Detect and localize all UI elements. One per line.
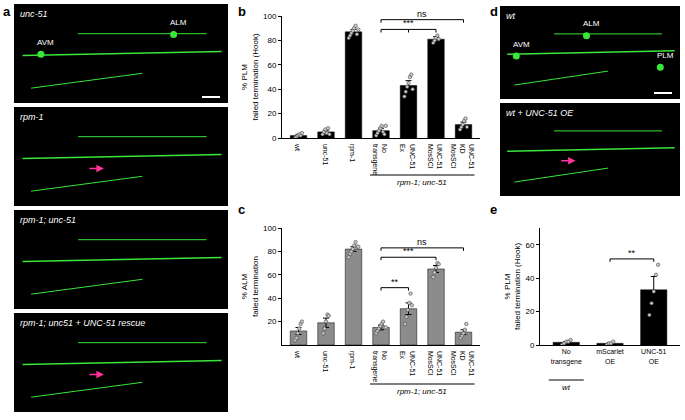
svg-text:***: *** xyxy=(403,18,414,28)
svg-text:ns: ns xyxy=(417,237,427,247)
svg-text:Notransgene: Notransgene xyxy=(371,351,388,382)
svg-text:UNC-51KDMosSCI: UNC-51KDMosSCI xyxy=(450,351,475,376)
svg-text:UNC-51Ex: UNC-51Ex xyxy=(399,144,415,169)
svg-text:ALM: ALM xyxy=(170,18,187,27)
svg-text:Notransgene: Notransgene xyxy=(371,144,388,175)
svg-text:UNC-51OE: UNC-51OE xyxy=(641,348,666,364)
svg-text:rpm-1; unc51 + UNC-51 rescue: rpm-1; unc51 + UNC-51 rescue xyxy=(20,318,145,328)
svg-text:rpm-1; unc-51: rpm-1; unc-51 xyxy=(397,387,447,396)
svg-text:UNC-51MosSCI: UNC-51MosSCI xyxy=(427,144,443,169)
svg-text:Notransgene: Notransgene xyxy=(551,348,582,365)
svg-text:wt: wt xyxy=(294,143,301,151)
svg-text:60: 60 xyxy=(267,271,276,280)
svg-text:PLM: PLM xyxy=(657,51,674,60)
svg-text:AVM: AVM xyxy=(37,38,54,47)
svg-text:***: *** xyxy=(403,246,414,256)
svg-text:% PLMfailed termination (Hook): % PLMfailed termination (Hook) xyxy=(240,33,259,120)
svg-text:20: 20 xyxy=(267,109,276,118)
svg-text:60: 60 xyxy=(525,241,534,250)
svg-text:0: 0 xyxy=(272,134,277,143)
svg-text:wt: wt xyxy=(294,350,301,358)
svg-text:wt + UNC-51 OE: wt + UNC-51 OE xyxy=(506,108,574,118)
svg-text:UNC-51MosSCI: UNC-51MosSCI xyxy=(427,351,443,376)
svg-text:100: 100 xyxy=(263,12,277,21)
svg-text:rpm-1; unc-51: rpm-1; unc-51 xyxy=(20,215,76,225)
svg-text:rpm-1: rpm-1 xyxy=(348,351,356,369)
svg-text:40: 40 xyxy=(267,294,276,303)
svg-text:a: a xyxy=(3,4,11,19)
svg-text:c: c xyxy=(238,202,245,217)
svg-text:d: d xyxy=(490,4,498,19)
svg-text:unc-51: unc-51 xyxy=(322,144,329,166)
svg-text:80: 80 xyxy=(267,36,276,45)
svg-text:100: 100 xyxy=(263,224,277,233)
svg-text:**: ** xyxy=(391,277,399,287)
svg-text:80: 80 xyxy=(267,247,276,256)
svg-text:20: 20 xyxy=(267,317,276,326)
svg-text:0: 0 xyxy=(530,341,535,350)
svg-text:wt: wt xyxy=(506,11,515,21)
svg-text:rpm-1: rpm-1 xyxy=(20,112,44,122)
svg-text:% PLMfailed termination (Hook): % PLMfailed termination (Hook) xyxy=(503,243,522,330)
svg-text:UNC-51KDMosSCI: UNC-51KDMosSCI xyxy=(450,144,475,169)
svg-text:% ALMfailed termination: % ALMfailed termination xyxy=(240,256,259,317)
svg-text:ALM: ALM xyxy=(583,19,600,28)
svg-text:20: 20 xyxy=(525,307,534,316)
svg-text:40: 40 xyxy=(267,85,276,94)
svg-text:unc-51: unc-51 xyxy=(20,9,48,19)
svg-text:mScarletOE: mScarletOE xyxy=(596,348,624,364)
svg-text:rpm-1; unc-51: rpm-1; unc-51 xyxy=(397,178,447,187)
svg-text:wt: wt xyxy=(562,383,571,392)
svg-text:unc-51: unc-51 xyxy=(322,351,329,373)
svg-text:**: ** xyxy=(628,248,636,258)
svg-text:UNC-51Ex: UNC-51Ex xyxy=(399,351,415,376)
svg-text:rpm-1: rpm-1 xyxy=(348,144,356,162)
svg-text:b: b xyxy=(238,4,246,19)
svg-text:60: 60 xyxy=(267,61,276,70)
svg-text:e: e xyxy=(490,202,497,217)
svg-text:40: 40 xyxy=(525,274,534,283)
svg-text:ns: ns xyxy=(417,9,427,19)
svg-text:AVM: AVM xyxy=(513,40,530,49)
